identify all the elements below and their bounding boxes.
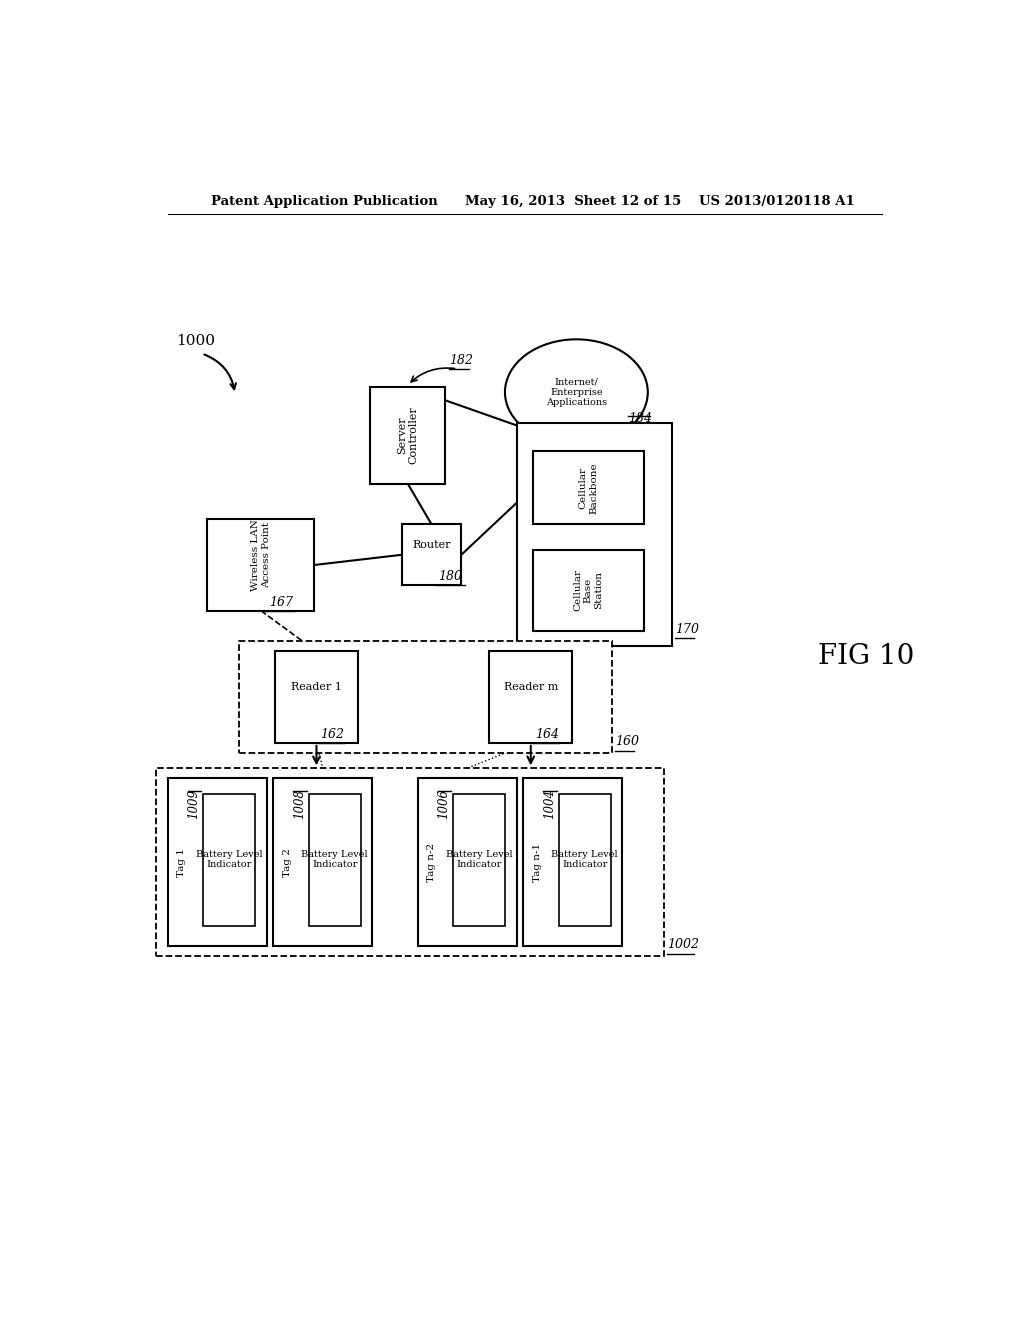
FancyBboxPatch shape [168,779,267,946]
Text: Battery Level
Indicator: Battery Level Indicator [301,850,368,870]
Ellipse shape [505,339,648,445]
FancyBboxPatch shape [274,651,358,743]
FancyBboxPatch shape [559,793,610,925]
FancyBboxPatch shape [532,549,644,631]
FancyBboxPatch shape [156,768,664,956]
Text: 1000: 1000 [176,334,215,348]
Text: Wireless LAN
Access Point: Wireless LAN Access Point [251,519,270,591]
Text: Cellular
Base
Station: Cellular Base Station [573,569,603,611]
Text: Internet/
Enterprise
Applications: Internet/ Enterprise Applications [546,378,607,407]
FancyBboxPatch shape [273,779,373,946]
FancyBboxPatch shape [309,793,360,925]
Text: 184: 184 [628,412,652,425]
Text: 1009: 1009 [187,788,201,818]
FancyBboxPatch shape [207,519,314,611]
FancyBboxPatch shape [532,451,644,524]
Text: Server
Controller: Server Controller [397,407,419,465]
FancyBboxPatch shape [517,422,672,647]
FancyBboxPatch shape [204,793,255,925]
Text: 164: 164 [535,727,559,741]
FancyBboxPatch shape [240,642,612,752]
Text: Reader 1: Reader 1 [291,682,342,692]
Text: 180: 180 [438,570,462,583]
Text: Cellular
Backbone: Cellular Backbone [579,462,598,513]
Text: Battery Level
Indicator: Battery Level Indicator [551,850,618,870]
Text: Router: Router [413,540,451,549]
FancyBboxPatch shape [401,524,461,585]
Text: FIG 10: FIG 10 [818,643,914,671]
Text: 182: 182 [450,354,473,367]
Text: Tag 2: Tag 2 [283,847,292,876]
Text: Tag n-2: Tag n-2 [427,842,436,882]
Text: Reader m: Reader m [504,682,558,692]
Text: US 2013/0120118 A1: US 2013/0120118 A1 [699,194,855,207]
Text: Battery Level
Indicator: Battery Level Indicator [445,850,512,870]
Text: Battery Level
Indicator: Battery Level Indicator [196,850,262,870]
Text: 1002: 1002 [667,939,698,952]
Text: 167: 167 [269,595,293,609]
FancyBboxPatch shape [418,779,517,946]
Text: May 16, 2013  Sheet 12 of 15: May 16, 2013 Sheet 12 of 15 [465,194,682,207]
Text: 162: 162 [321,727,344,741]
Text: Patent Application Publication: Patent Application Publication [211,194,438,207]
FancyBboxPatch shape [489,651,572,743]
Text: 1004: 1004 [543,788,556,818]
FancyBboxPatch shape [370,387,445,483]
Text: 160: 160 [615,735,639,748]
Text: Tag 1: Tag 1 [177,847,186,876]
Text: Tag n-1: Tag n-1 [534,842,542,882]
Text: 170: 170 [675,623,698,636]
Text: 1006: 1006 [437,788,451,818]
Text: 1008: 1008 [293,788,306,818]
FancyBboxPatch shape [454,793,505,925]
FancyBboxPatch shape [523,779,623,946]
